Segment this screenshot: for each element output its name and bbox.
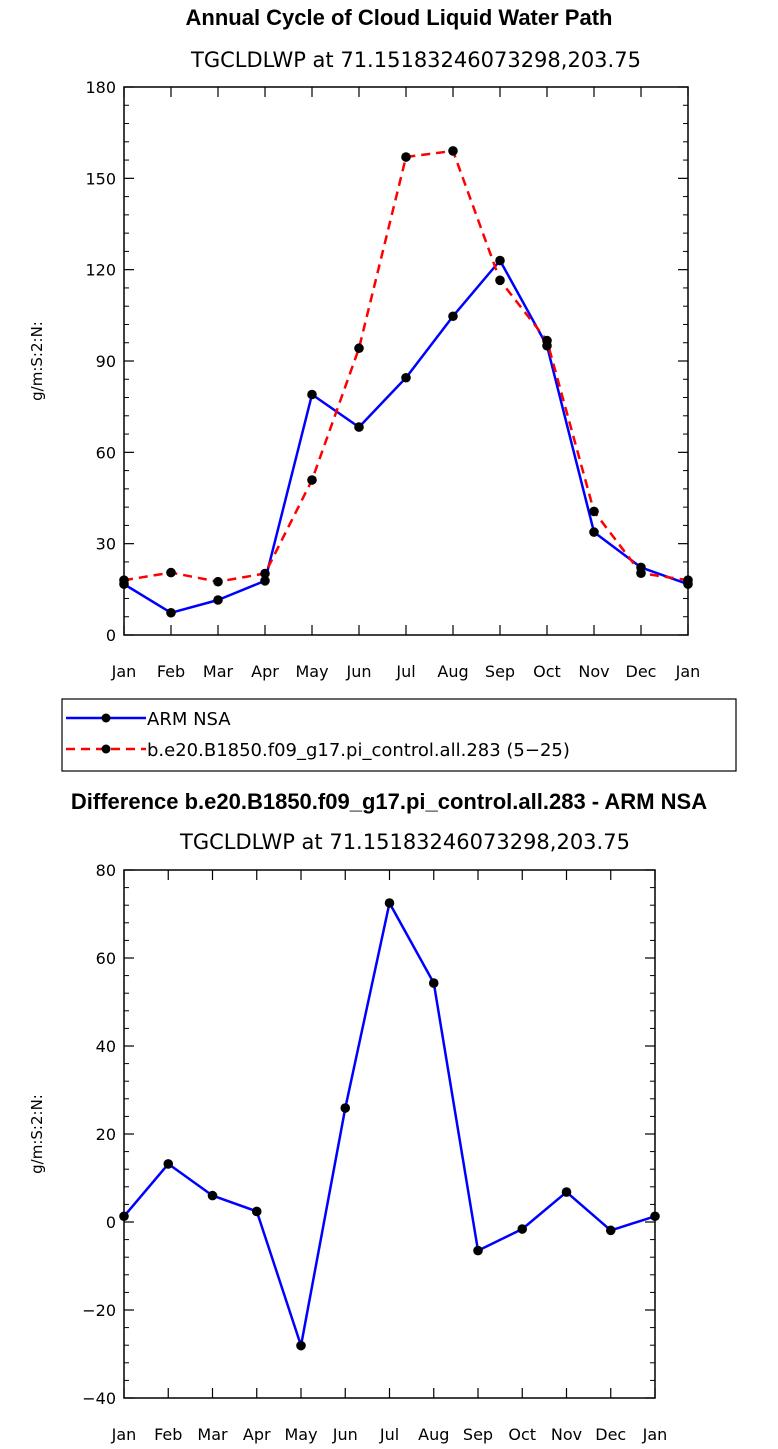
y-tick-label: 90: [96, 352, 116, 371]
x-tick-label: Nov: [578, 662, 609, 681]
legend-box: [61, 698, 737, 772]
data-point: [166, 607, 176, 618]
y-axis-ticks: 0 30 60 90 120 150 180 Jan Feb Mar Apr May Jun Jul Aug…: [85, 78, 700, 681]
data-point: [448, 146, 458, 156]
y-tick-label: 0: [106, 626, 116, 645]
data-point: [307, 475, 317, 485]
chart-difference: Difference b.e20.B1850.f09_g17.pi_contro…: [28, 789, 707, 1444]
chart-annual-cycle: Annual Cycle of Cloud Liquid Water Path …: [28, 5, 700, 681]
chart-subtitle: TGCLDLWP at 71.15183246073298,203.75: [179, 830, 630, 854]
data-point: [589, 527, 599, 537]
chart-subtitle: TGCLDLWP at 71.15183246073298,203.75: [190, 48, 641, 72]
x-tick-label: May: [284, 1425, 317, 1444]
x-tick-label: May: [295, 662, 328, 681]
data-point: [354, 422, 364, 432]
x-tick-label: Oct: [533, 662, 561, 681]
data-point: [401, 372, 411, 383]
legend: ARM NSA b.e20.B1850.f09_g17.pi_control.a…: [61, 698, 737, 772]
x-tick-label: Sep: [463, 1425, 493, 1444]
series-line: [123, 149, 689, 583]
y-tick-label: 40: [96, 1037, 116, 1056]
data-point: [517, 1224, 528, 1234]
data-point: [307, 389, 317, 400]
data-point: [495, 255, 505, 266]
y-axis-label: g/m:S:2:N:: [28, 1094, 46, 1174]
data-point: [213, 595, 223, 605]
y-tick-label: 0: [106, 1213, 116, 1232]
legend-label-arm: ARM NSA: [147, 709, 231, 730]
data-point: [428, 978, 439, 988]
x-tick-label: Jun: [332, 1425, 358, 1444]
x-tick-label: Aug: [418, 1425, 449, 1444]
x-tick-label: Feb: [157, 662, 185, 681]
x-tick-label: Feb: [154, 1425, 182, 1444]
y-tick-label: 20: [96, 1125, 116, 1144]
legend-marker-arm: [101, 713, 111, 723]
plot-series: [119, 898, 660, 1351]
plot-frame: [123, 869, 656, 1399]
x-tick-label: Apr: [251, 662, 279, 681]
data-point: [589, 506, 599, 517]
y-tick-label: 60: [96, 949, 116, 968]
chart-title: Annual Cycle of Cloud Liquid Water Path: [186, 5, 613, 30]
x-tick-label: Dec: [595, 1425, 626, 1444]
x-tick-label: Jul: [395, 662, 415, 681]
data-point: [605, 1225, 616, 1236]
legend-label-model: b.e20.B1850.f09_g17.pi_control.all.283 (…: [147, 740, 570, 761]
data-point: [542, 335, 552, 346]
x-tick-label: Mar: [203, 662, 234, 681]
chart-title: Difference b.e20.B1850.f09_g17.pi_contro…: [71, 789, 707, 814]
series-line: [123, 901, 656, 1347]
y-tick-label: 120: [85, 261, 116, 280]
x-tick-label: Nov: [551, 1425, 582, 1444]
data-point: [448, 311, 458, 322]
y-axis-ticks: −40 −20 0 20 40 60 80 Jan Feb Mar Apr May Jun Jul Aug S…: [82, 861, 667, 1444]
y-tick-label: 30: [96, 535, 116, 554]
data-point: [354, 343, 364, 354]
x-tick-label: Jan: [111, 662, 137, 681]
data-point: [495, 275, 505, 286]
y-tick-label: 180: [85, 78, 116, 97]
data-point: [473, 1245, 483, 1256]
x-tick-label: Aug: [437, 662, 468, 681]
x-tick-label: Jun: [346, 662, 372, 681]
x-tick-label: Sep: [485, 662, 515, 681]
data-point: [260, 576, 270, 586]
series-line: [123, 259, 689, 615]
x-tick-label: Jan: [642, 1425, 668, 1444]
plot-frame: [123, 86, 689, 636]
x-tick-label: Jul: [379, 1425, 399, 1444]
y-tick-label: 80: [96, 861, 116, 880]
data-point: [340, 1103, 351, 1113]
legend-marker-model: [101, 744, 111, 754]
y-tick-label: 60: [96, 443, 116, 462]
data-point: [213, 576, 223, 587]
x-tick-label: Oct: [508, 1425, 536, 1444]
x-tick-label: Mar: [197, 1425, 228, 1444]
data-point: [401, 152, 411, 162]
data-point: [636, 568, 646, 578]
data-point: [384, 898, 395, 908]
x-tick-label: Dec: [626, 662, 657, 681]
data-point: [561, 1187, 572, 1197]
x-tick-label: Apr: [243, 1425, 271, 1444]
x-tick-label: Jan: [111, 1425, 137, 1444]
data-point: [163, 1159, 174, 1169]
plot-series: [119, 146, 693, 618]
data-point: [260, 568, 270, 579]
data-point: [251, 1206, 262, 1217]
data-point: [207, 1190, 218, 1201]
data-point: [166, 567, 176, 578]
data-point: [296, 1340, 306, 1351]
y-axis-label: g/m:S:2:N:: [28, 321, 46, 401]
y-tick-label: −20: [82, 1301, 116, 1320]
y-tick-label: 150: [85, 169, 116, 188]
y-tick-label: −40: [82, 1389, 116, 1408]
x-tick-label: Jan: [675, 662, 701, 681]
